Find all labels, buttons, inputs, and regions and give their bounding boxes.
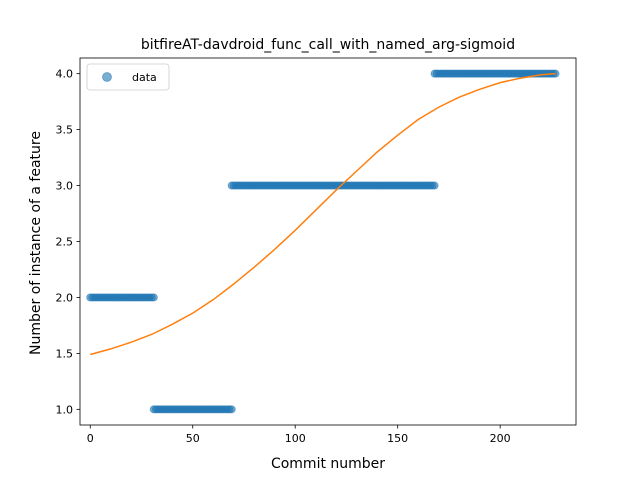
fit-line bbox=[90, 72, 556, 356]
y-tick-label: 1.5 bbox=[56, 347, 74, 360]
x-axis-label: Commit number bbox=[271, 456, 385, 472]
x-tick-label: 50 bbox=[186, 432, 200, 445]
x-tick-label: 100 bbox=[285, 432, 306, 445]
data-point bbox=[149, 293, 158, 302]
y-tick-label: 3.5 bbox=[56, 124, 74, 137]
plot-area: 0 50 100 150 200 1.0 1.5 2.0 2.5 3.0 3.5 4.0 data bbox=[56, 57, 577, 445]
data-point bbox=[430, 181, 439, 190]
y-tick-label: 2.0 bbox=[56, 291, 74, 304]
legend-box bbox=[86, 63, 170, 91]
legend-marker bbox=[102, 72, 112, 82]
x-tick-label: 150 bbox=[387, 432, 408, 445]
legend-label: data bbox=[132, 71, 157, 84]
chart-title: bitfireAT-davdroid_func_call_with_named_… bbox=[141, 37, 515, 53]
x-tick-label: 200 bbox=[490, 432, 511, 445]
y-tick-label: 2.5 bbox=[56, 236, 74, 249]
data-point bbox=[227, 405, 236, 414]
x-tick-label: 0 bbox=[87, 432, 94, 445]
y-tick-label: 4.0 bbox=[56, 68, 74, 81]
y-tick-label: 1.0 bbox=[56, 403, 74, 416]
y-tick-label: 3.0 bbox=[56, 180, 74, 193]
y-axis-label: Number of instance of a feature bbox=[28, 131, 44, 355]
